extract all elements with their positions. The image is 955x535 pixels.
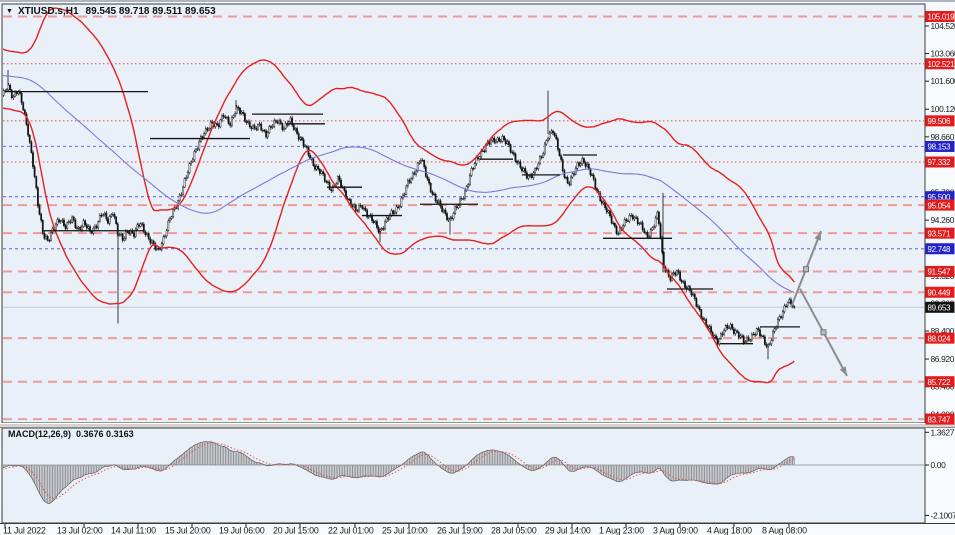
level-price-badge [925, 227, 955, 239]
arrowhead-down [839, 366, 847, 376]
macd-tick-label: -2.1007 [931, 510, 955, 520]
badge-text: 91.547 [928, 268, 952, 277]
time-tick-label: 4 Aug 18:00 [707, 526, 752, 535]
badge-text: 90.449 [928, 288, 952, 297]
level-price-badge [925, 286, 955, 298]
badge-text: 95.500 [928, 193, 952, 202]
price-tick-label: 104.520 [931, 21, 955, 31]
price-chart-pane[interactable] [1, 3, 926, 424]
macd-series [3, 441, 924, 504]
badge-text: 102.521 [928, 60, 955, 69]
badge-text: 88.024 [928, 334, 952, 343]
object-handle[interactable] [803, 266, 809, 273]
macd-name: MACD(12,26,9) [8, 429, 72, 439]
level-price-badge [925, 243, 955, 255]
pane-splitter[interactable] [0, 423, 955, 428]
level-price-badge [925, 11, 955, 23]
macd-indicator-label: MACD(12,26,9) 0.3676 0.3163 [8, 429, 134, 439]
badge-text: 95.054 [928, 201, 952, 210]
time-tick-label: 15 Jul 20:00 [165, 526, 211, 535]
badge-text: 89.653 [928, 304, 952, 313]
arrowhead-up [814, 231, 821, 241]
trend-scenario-arrows[interactable] [790, 230, 848, 377]
badge-text: 85.722 [928, 378, 952, 387]
price-tick-label: 94.260 [931, 215, 955, 225]
time-tick-label: 26 Jul 19:00 [437, 526, 483, 535]
candlestick-series [3, 69, 796, 360]
moving-average-line [3, 74, 795, 294]
time-tick-label: 14 Jul 11:00 [111, 526, 156, 535]
bollinger-upper-band [3, 7, 795, 283]
macd-pane[interactable] [1, 427, 926, 524]
time-tick-label: 3 Aug 09:00 [653, 526, 698, 535]
macd-histogram-edge [3, 441, 795, 504]
macd-values: 0.3676 0.3163 [76, 429, 134, 439]
macd-tick-label: 0.00 [931, 460, 947, 470]
price-tick-label: 88.400 [931, 326, 955, 336]
time-tick-label: 29 Jul 14:00 [545, 526, 591, 535]
time-tick-label: 1 Aug 23:00 [599, 526, 644, 535]
time-tick-label: 20 Jul 15:00 [273, 526, 319, 535]
price-tick-label: 100.120 [931, 104, 955, 114]
badge-text: 99.506 [928, 117, 952, 126]
bollinger-lower-band [3, 107, 795, 384]
badge-text: 105.019 [928, 13, 955, 22]
time-tick-label: 8 Aug 08:00 [762, 526, 807, 535]
time-tick-label: 22 Jul 01:00 [328, 526, 374, 535]
indicator-lines [3, 7, 795, 384]
level-price-badge [925, 265, 955, 277]
badge-text: 92.748 [928, 245, 952, 254]
level-price-badge [925, 58, 955, 70]
level-price-badge [925, 413, 955, 425]
badge-text: 97.332 [928, 158, 952, 167]
badge-text: 83.747 [928, 415, 952, 424]
time-tick-label: 19 Jul 06:00 [219, 526, 265, 535]
level-price-badge [925, 140, 955, 152]
object-handle[interactable] [820, 329, 827, 336]
level-price-badge [925, 156, 955, 168]
ohlc-readout: 89.545 89.718 89.511 89.653 [85, 6, 216, 17]
time-tick-label: 13 Jul 02:00 [57, 526, 103, 535]
chart-title: ▼ XTIUSD.s,H1 89.545 89.718 89.511 89.653 [6, 6, 216, 17]
level-price-badge [925, 376, 955, 388]
time-tick-label: 11 Jul 2022 [3, 526, 46, 535]
time-axis[interactable]: 11 Jul 2022 13 Jul 02:00 14 Jul 11:00 15 Ju… [0, 523, 955, 535]
badge-text: 93.571 [928, 229, 952, 238]
price-axis[interactable]: 104.520103.060101.600100.12098.66095.720… [925, 2, 955, 535]
price-tick-label: 101.600 [931, 76, 955, 86]
structure-level-segments[interactable] [5, 90, 800, 345]
level-price-badge [925, 191, 955, 203]
price-tick-label: 103.060 [931, 49, 955, 59]
macd-signal-line [3, 442, 795, 500]
symbol-period-label: XTIUSD.s,H1 [17, 6, 79, 17]
level-price-badge [925, 115, 955, 127]
price-tick-label: 98.660 [931, 132, 955, 142]
badge-text: 98.153 [928, 143, 952, 152]
time-tick-label: 25 Jul 10:00 [382, 526, 428, 535]
macd-tick-label: 1.3627 [931, 427, 955, 437]
chart-menu-dropdown-icon[interactable]: ▼ [6, 8, 13, 15]
price-tick-label: 86.920 [931, 354, 955, 364]
current-price-badge [925, 301, 955, 313]
level-price-badge [925, 332, 955, 344]
level-price-badge [925, 199, 955, 211]
time-tick-label: 28 Jul 05:00 [491, 526, 537, 535]
